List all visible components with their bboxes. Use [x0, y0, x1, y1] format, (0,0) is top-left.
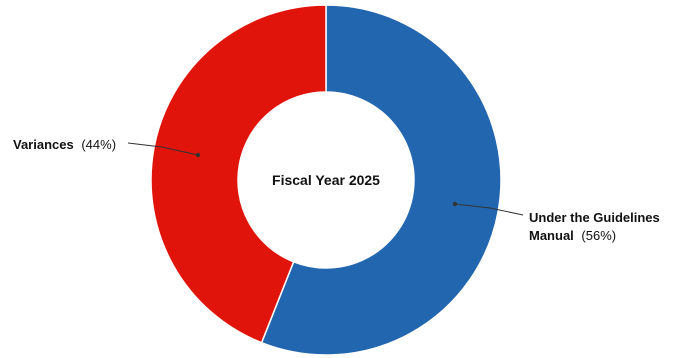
leader-line-variances [127, 142, 199, 156]
leader-dot-guidelines [452, 201, 458, 207]
donut-slices [150, 4, 502, 356]
slice-label-guidelines-line2: Manual (56%) [529, 228, 616, 243]
slice-name-guidelines-line2: Manual [529, 228, 574, 243]
slice-pct-guidelines: (56%) [581, 228, 616, 243]
label-group-variances: Variances (44%) [13, 137, 201, 158]
center-label: Fiscal Year 2025 [272, 172, 380, 188]
leader-line-guidelines [454, 203, 524, 216]
slice-pct-variances: (44%) [81, 137, 116, 152]
label-group-guidelines: Under the Guidelines Manual (56%) [452, 201, 660, 243]
leader-dot-variances [195, 152, 201, 158]
slice-name-variances: Variances [13, 137, 74, 152]
slice-name-guidelines-line1: Under the Guidelines [529, 210, 660, 225]
donut-slice-variances [150, 4, 327, 344]
slice-label-variances: Variances (44%) [13, 137, 116, 152]
donut-slice-under-the-guidelines-manual [260, 4, 502, 356]
slice-label-guidelines-line1: Under the Guidelines [529, 210, 660, 225]
